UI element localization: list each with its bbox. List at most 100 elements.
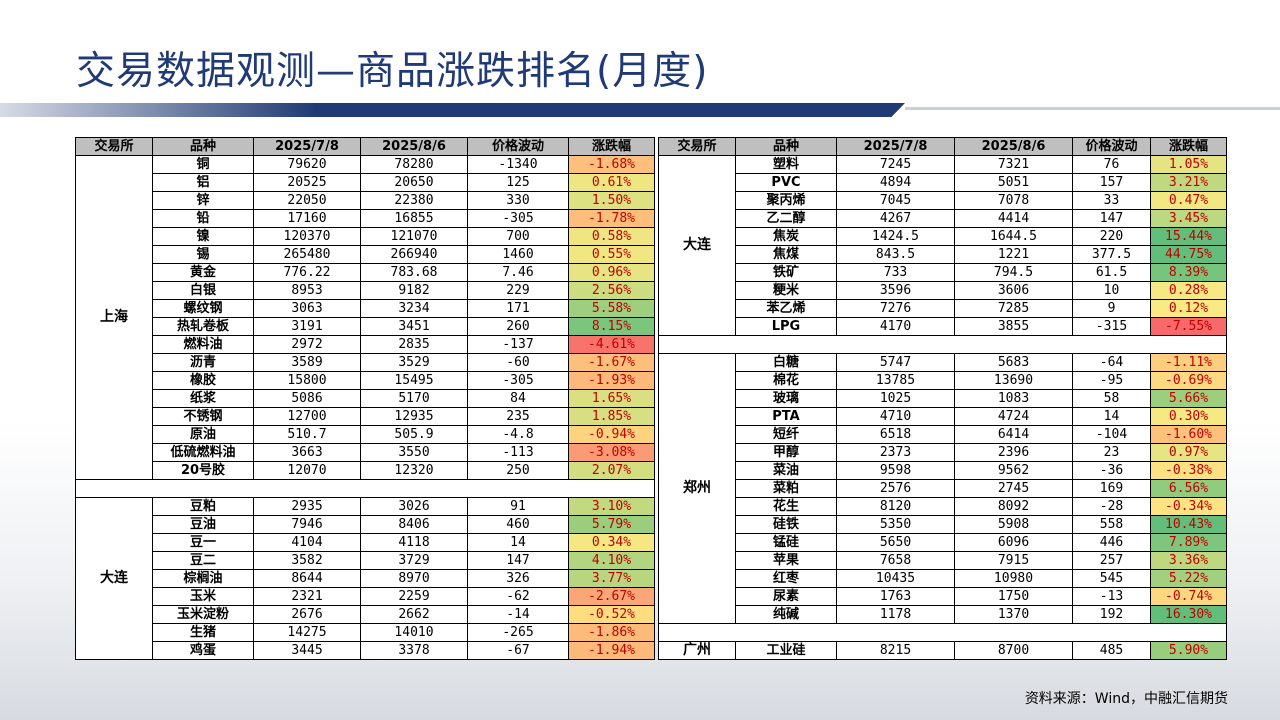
price-change-cell: -60 <box>467 353 569 372</box>
price-change-cell: -265 <box>467 623 569 642</box>
change-pct-cell: 5.22% <box>1150 569 1227 588</box>
table-row: 白银 8953 9182 229 2.56% <box>76 281 655 300</box>
change-pct-cell: -1.93% <box>568 371 655 390</box>
table-row: 聚丙烯 7045 7078 33 0.47% <box>659 191 1227 210</box>
change-pct-cell: -1.60% <box>1150 425 1227 444</box>
variety-cell: 聚丙烯 <box>735 191 837 210</box>
price-change-cell: -36 <box>1072 461 1151 480</box>
table-row: PVC 4894 5051 157 3.21% <box>659 173 1227 192</box>
start-price-cell: 510.7 <box>253 425 361 444</box>
variety-cell: 不锈钢 <box>152 407 254 426</box>
start-price-cell: 4170 <box>836 317 955 336</box>
price-change-cell: -14 <box>467 605 569 624</box>
change-pct-cell: 0.97% <box>1150 443 1227 462</box>
header-exchange: 交易所 <box>658 137 736 156</box>
change-pct-cell: -0.52% <box>568 605 655 624</box>
start-price-cell: 1424.5 <box>836 227 955 246</box>
price-change-cell: 157 <box>1072 173 1151 192</box>
variety-cell: 菜油 <box>735 461 837 480</box>
change-pct-cell: 5.66% <box>1150 389 1227 408</box>
table-row: 硅铁 5350 5908 558 10.43% <box>659 515 1227 534</box>
end-price-cell: 8700 <box>954 641 1073 660</box>
price-change-cell: 10 <box>1072 281 1151 300</box>
table-row: 铁矿 733 794.5 61.5 8.39% <box>659 263 1227 282</box>
change-pct-cell: 5.90% <box>1150 641 1227 660</box>
price-change-cell: 147 <box>467 551 569 570</box>
change-pct-cell: -0.94% <box>568 425 655 444</box>
table-row: 铝 20525 20650 125 0.61% <box>76 173 655 192</box>
end-price-cell: 2259 <box>360 587 468 606</box>
variety-cell: 焦炭 <box>735 227 837 246</box>
price-change-cell: 58 <box>1072 389 1151 408</box>
block-separator <box>75 479 655 498</box>
table-row: 螺纹钢 3063 3234 171 5.58% <box>76 299 655 318</box>
start-price-cell: 1025 <box>836 389 955 408</box>
variety-cell: 白糖 <box>735 353 837 372</box>
variety-cell: 苹果 <box>735 551 837 570</box>
change-pct-cell: 0.47% <box>1150 191 1227 210</box>
table-row: 锌 22050 22380 330 1.50% <box>76 191 655 210</box>
variety-cell: 玉米 <box>152 587 254 606</box>
variety-cell: 豆油 <box>152 515 254 534</box>
table-row: 甲醇 2373 2396 23 0.97% <box>659 443 1227 462</box>
header-price-change: 价格波动 <box>467 137 569 156</box>
change-pct-cell: 0.61% <box>568 173 655 192</box>
end-price-cell: 14010 <box>360 623 468 642</box>
end-price-cell: 3026 <box>360 497 468 516</box>
end-price-cell: 15495 <box>360 371 468 390</box>
end-price-cell: 6414 <box>954 425 1073 444</box>
price-change-cell: 33 <box>1072 191 1151 210</box>
end-price-cell: 8970 <box>360 569 468 588</box>
end-price-cell: 4724 <box>954 407 1073 426</box>
header-variety: 品种 <box>152 137 254 156</box>
start-price-cell: 2676 <box>253 605 361 624</box>
price-change-cell: -137 <box>467 335 569 354</box>
table-header-row: 交易所 品种 2025/7/8 2025/8/6 价格波动 涨跌幅 <box>658 137 1227 156</box>
variety-cell: 热轧卷板 <box>152 317 254 336</box>
start-price-cell: 79620 <box>253 155 361 174</box>
end-price-cell: 9562 <box>954 461 1073 480</box>
start-price-cell: 14275 <box>253 623 361 642</box>
start-price-cell: 2935 <box>253 497 361 516</box>
variety-cell: 铝 <box>152 173 254 192</box>
change-pct-cell: 1.65% <box>568 389 655 408</box>
variety-cell: 沥青 <box>152 353 254 372</box>
price-change-cell: -62 <box>467 587 569 606</box>
price-change-cell: 257 <box>1072 551 1151 570</box>
start-price-cell: 10435 <box>836 569 955 588</box>
variety-cell: 玉米淀粉 <box>152 605 254 624</box>
start-price-cell: 2576 <box>836 479 955 498</box>
variety-cell: 铅 <box>152 209 254 228</box>
start-price-cell: 12700 <box>253 407 361 426</box>
change-pct-cell: -4.61% <box>568 335 655 354</box>
title-underline-thin <box>905 107 1280 110</box>
table-row: 铅 17160 16855 -305 -1.78% <box>76 209 655 228</box>
price-change-cell: 192 <box>1072 605 1151 624</box>
price-change-cell: 76 <box>1072 155 1151 174</box>
table-row: 苹果 7658 7915 257 3.36% <box>659 551 1227 570</box>
change-pct-cell: -0.38% <box>1150 461 1227 480</box>
price-change-cell: -113 <box>467 443 569 462</box>
variety-cell: LPG <box>735 317 837 336</box>
table-row: 大连 豆粕 2935 3026 91 3.10% <box>75 497 655 660</box>
exchange-cell: 广州 <box>658 641 736 660</box>
table-row: 短纤 6518 6414 -104 -1.60% <box>659 425 1227 444</box>
table-row: 豆油 7946 8406 460 5.79% <box>76 515 655 534</box>
price-change-cell: 125 <box>467 173 569 192</box>
price-change-cell: 460 <box>467 515 569 534</box>
table-row: PTA 4710 4724 14 0.30% <box>659 407 1227 426</box>
table-row: 粳米 3596 3606 10 0.28% <box>659 281 1227 300</box>
price-change-cell: -4.8 <box>467 425 569 444</box>
start-price-cell: 1178 <box>836 605 955 624</box>
end-price-cell: 10980 <box>954 569 1073 588</box>
variety-cell: 纯碱 <box>735 605 837 624</box>
start-price-cell: 22050 <box>253 191 361 210</box>
table-row: 棉花 13785 13690 -95 -0.69% <box>659 371 1227 390</box>
table-row: 热轧卷板 3191 3451 260 8.15% <box>76 317 655 336</box>
end-price-cell: 5170 <box>360 389 468 408</box>
price-change-cell: 169 <box>1072 479 1151 498</box>
change-pct-cell: 1.05% <box>1150 155 1227 174</box>
variety-cell: 红枣 <box>735 569 837 588</box>
price-change-cell: 14 <box>467 533 569 552</box>
variety-cell: 橡胶 <box>152 371 254 390</box>
